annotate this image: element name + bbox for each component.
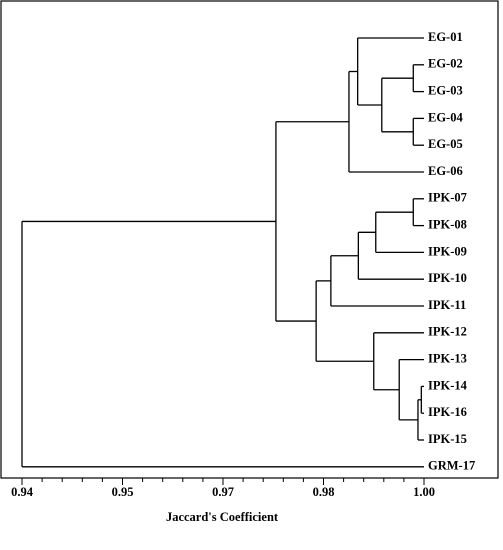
- leaf-label: IPK-08: [428, 217, 467, 231]
- leaf-label: EG-02: [428, 57, 463, 71]
- leaf-label: IPK-12: [428, 325, 467, 339]
- leaf-label: IPK-10: [428, 271, 467, 285]
- leaf-label: IPK-14: [428, 378, 468, 392]
- leaf-label: EG-05: [428, 137, 463, 151]
- leaf-label: EG-03: [428, 83, 463, 97]
- x-tick-label: 0.95: [112, 485, 134, 499]
- leaf-label: IPK-15: [428, 432, 467, 446]
- leaf-label: GRM-17: [428, 459, 475, 473]
- x-tick-label: 0.94: [11, 485, 34, 499]
- x-tick-label: 0.97: [212, 485, 234, 499]
- leaf-label: IPK-09: [428, 244, 467, 258]
- plot-frame: [0, 0, 499, 479]
- leaf-label: IPK-13: [428, 351, 467, 365]
- leaf-label: IPK-07: [428, 191, 467, 205]
- x-tick-label: 0.98: [313, 485, 335, 499]
- leaf-label: EG-06: [428, 164, 463, 178]
- leaf-label: EG-04: [428, 110, 463, 124]
- leaf-label: EG-01: [428, 30, 463, 44]
- leaf-label: IPK-11: [428, 298, 466, 312]
- x-axis-label: Jaccard's Coefficient: [166, 510, 279, 524]
- leaf-label: IPK-16: [428, 405, 467, 419]
- x-tick-label: 1.00: [413, 485, 435, 499]
